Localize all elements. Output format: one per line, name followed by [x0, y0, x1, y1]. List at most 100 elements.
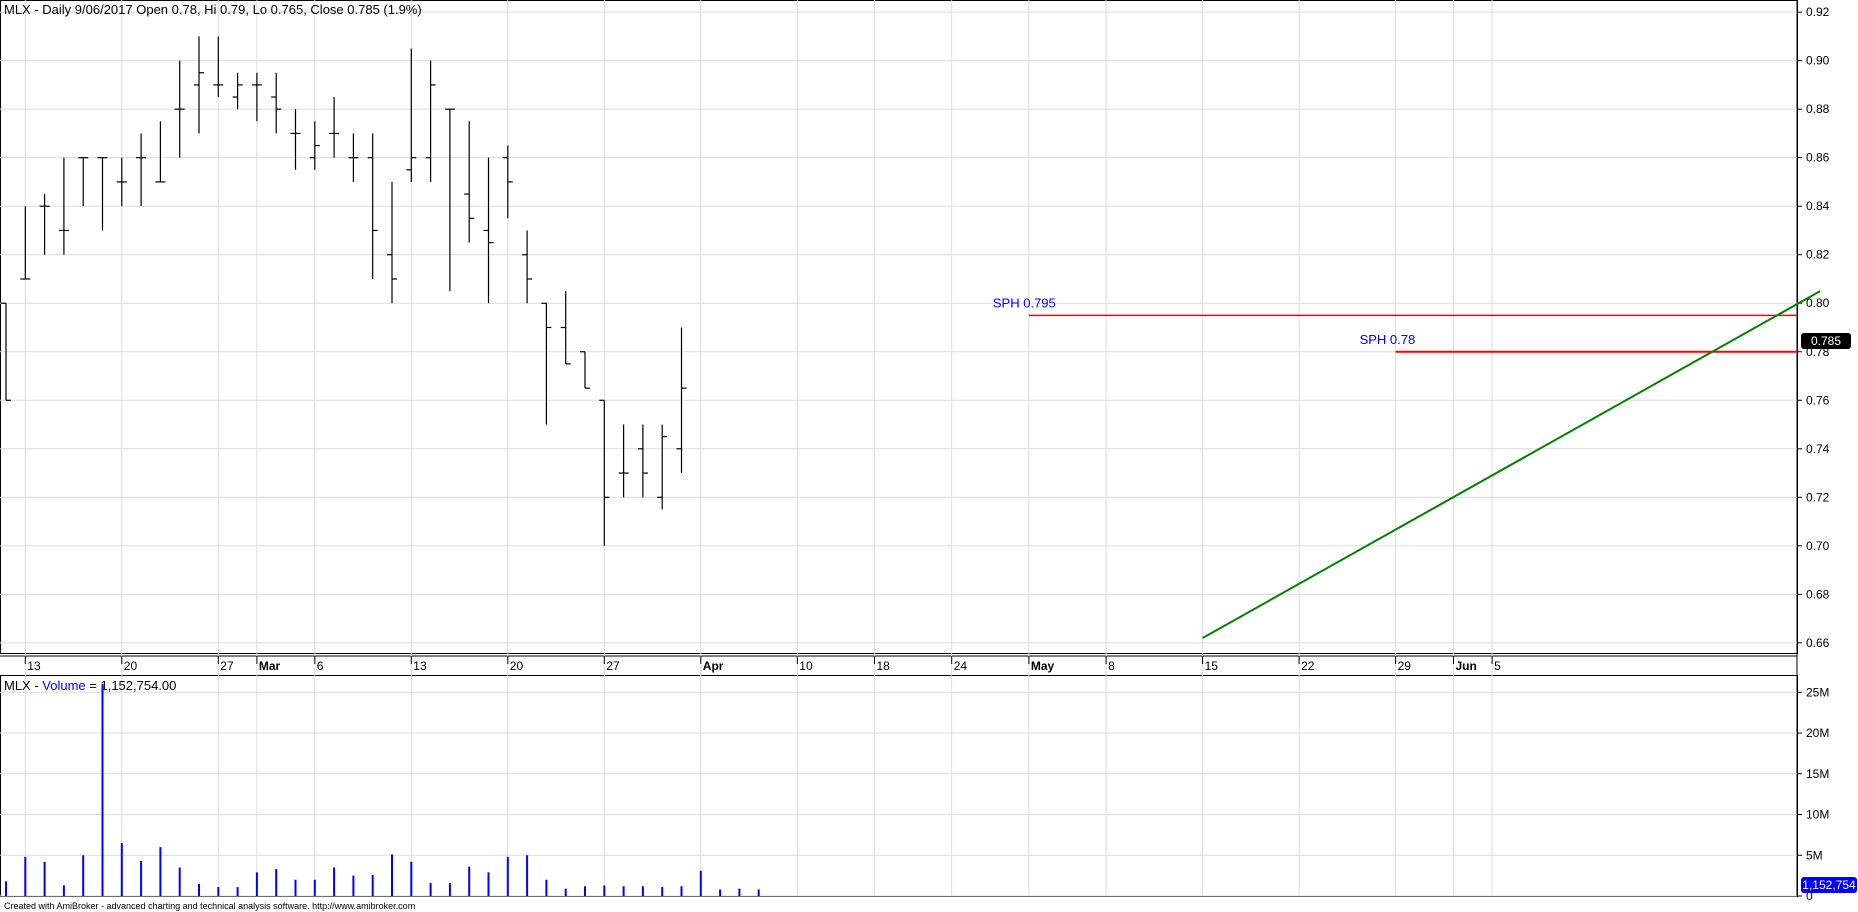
- date-axis-label: 20: [124, 659, 138, 673]
- price-axis: 0.660.680.700.720.740.760.780.800.820.84…: [1797, 5, 1830, 650]
- current-price-label: 0.785: [1811, 334, 1841, 348]
- volume-axis: 0 5M 10M 15M 20M 25M: [1797, 685, 1829, 903]
- ohlc-bar: [39, 194, 50, 255]
- volume-bars: [5, 684, 760, 896]
- volume-grid: [0, 691, 1797, 897]
- ohlc-bar: [155, 121, 166, 183]
- ohlc-bar: [213, 36, 224, 98]
- price-axis-label: 0.68: [1806, 587, 1830, 601]
- price-bars: [1, 36, 687, 546]
- ohlc-bar: [560, 291, 571, 365]
- date-axis-label: Jun: [1456, 659, 1477, 673]
- ohlc-bar: [20, 206, 31, 280]
- price-axis-label: 0.70: [1806, 539, 1830, 553]
- ohlc-bar: [1, 302, 11, 401]
- ohlc-bar: [174, 60, 185, 158]
- ohlc-bar: [78, 157, 89, 207]
- volume-panel-frame: [0, 675, 1798, 897]
- date-axis-label: 13: [27, 659, 41, 673]
- ohlc-bar: [657, 424, 668, 510]
- volume-axis-label: 20M: [1806, 726, 1829, 740]
- footer-credit: Created with AmiBroker - advanced charti…: [4, 901, 415, 911]
- price-axis-label: 0.74: [1806, 442, 1830, 456]
- date-axis-label: May: [1031, 659, 1055, 673]
- volume-axis-label: 25M: [1806, 685, 1829, 699]
- volume-axis-label: 5M: [1806, 848, 1823, 862]
- ohlc-bar: [58, 157, 69, 255]
- ohlc-bar: [541, 302, 552, 425]
- date-axis-label: 6: [317, 659, 324, 673]
- resistance-label: SPH 0.795: [993, 295, 1056, 310]
- price-axis-label: 0.88: [1806, 102, 1830, 116]
- current-price-background: [1801, 333, 1851, 349]
- volume-title-prefix: MLX -: [4, 678, 42, 693]
- ohlc-bar: [599, 399, 610, 546]
- date-axis-label: 15: [1205, 659, 1219, 673]
- date-axis-label: 22: [1301, 659, 1315, 673]
- price-axis-label: 0.90: [1806, 54, 1830, 68]
- price-panel-frame: [0, 0, 1798, 654]
- ohlc-bar: [367, 133, 378, 279]
- date-axis-label: 24: [954, 659, 968, 673]
- ohlc-bar: [309, 121, 320, 170]
- date-axis-label: Mar: [259, 659, 281, 673]
- ohlc-bar: [444, 108, 455, 292]
- date-axis-label: 8: [1108, 659, 1115, 673]
- date-axis-label: Apr: [703, 659, 724, 673]
- ohlc-bar: [97, 157, 108, 231]
- current-volume-label: 1,152,754: [1802, 878, 1856, 892]
- annotations: SPH 0.795 SPH 0.78: [993, 290, 1821, 639]
- price-panel-title: MLX - Daily 9/06/2017 Open 0.78, Hi 0.79…: [4, 2, 422, 17]
- date-axis-label: 20: [510, 659, 524, 673]
- volume-axis-label: 10M: [1806, 808, 1829, 822]
- volume-panel-title: MLX - Volume = 1,152,754.00: [4, 678, 176, 693]
- ohlc-bar: [464, 121, 475, 243]
- volume-title-value: = 1,152,754.00: [86, 678, 177, 693]
- current-volume-marker: 1,152,754: [1801, 877, 1857, 893]
- ohlc-bar: [251, 72, 262, 122]
- date-axis-label: 29: [1398, 659, 1412, 673]
- ohlc-bar: [136, 133, 147, 207]
- ohlc-bar: [502, 145, 513, 219]
- support-trendline: [1202, 290, 1821, 639]
- price-axis-label: 0.80: [1806, 296, 1830, 310]
- volume-title-series: Volume: [42, 678, 85, 693]
- ohlc-bar: [232, 72, 243, 110]
- date-axis-label: 18: [877, 659, 891, 673]
- date-axis: 13 20 27 Mar 6 13 20 27 Apr 10 18 24 May 8 15 22 29 Jun 5: [24, 656, 1501, 673]
- ohlc-bar: [329, 97, 340, 158]
- price-axis-label: 0.82: [1806, 248, 1830, 262]
- date-axis-label: 5: [1494, 659, 1501, 673]
- ohlc-bar: [676, 327, 687, 474]
- ohlc-bar: [637, 424, 648, 498]
- date-axis-label: 13: [413, 659, 427, 673]
- date-axis-label: 27: [606, 659, 620, 673]
- date-axis-label: 10: [799, 659, 813, 673]
- date-axis-label: 27: [220, 659, 234, 673]
- volume-axis-label: 15M: [1806, 767, 1829, 781]
- ohlc-bar: [483, 157, 494, 304]
- resistance-label: SPH 0.78: [1360, 332, 1416, 347]
- ohlc-bar: [387, 181, 397, 304]
- current-price-marker: 0.785: [1801, 333, 1851, 349]
- ohlc-bar: [348, 133, 359, 182]
- ohlc-bar: [522, 230, 533, 304]
- ohlc-bar: [580, 351, 590, 389]
- price-axis-label: 0.72: [1806, 490, 1830, 504]
- ohlc-bar: [406, 48, 417, 182]
- volume-axis-label: 0: [1806, 889, 1813, 903]
- ohlc-bar: [116, 157, 127, 207]
- ohlc-bar: [290, 109, 301, 170]
- ohlc-bar: [425, 60, 436, 182]
- ohlc-bar: [618, 424, 629, 498]
- price-axis-label: 0.92: [1806, 5, 1830, 19]
- ohlc-bar: [271, 72, 282, 134]
- price-grid: [0, 0, 1797, 896]
- price-axis-label: 0.76: [1806, 393, 1830, 407]
- current-volume-background: [1801, 877, 1857, 893]
- price-axis-label: 0.86: [1806, 151, 1830, 165]
- ohlc-bar: [194, 36, 204, 134]
- price-axis-label: 0.84: [1806, 199, 1830, 213]
- price-axis-label: 0.66: [1806, 636, 1830, 650]
